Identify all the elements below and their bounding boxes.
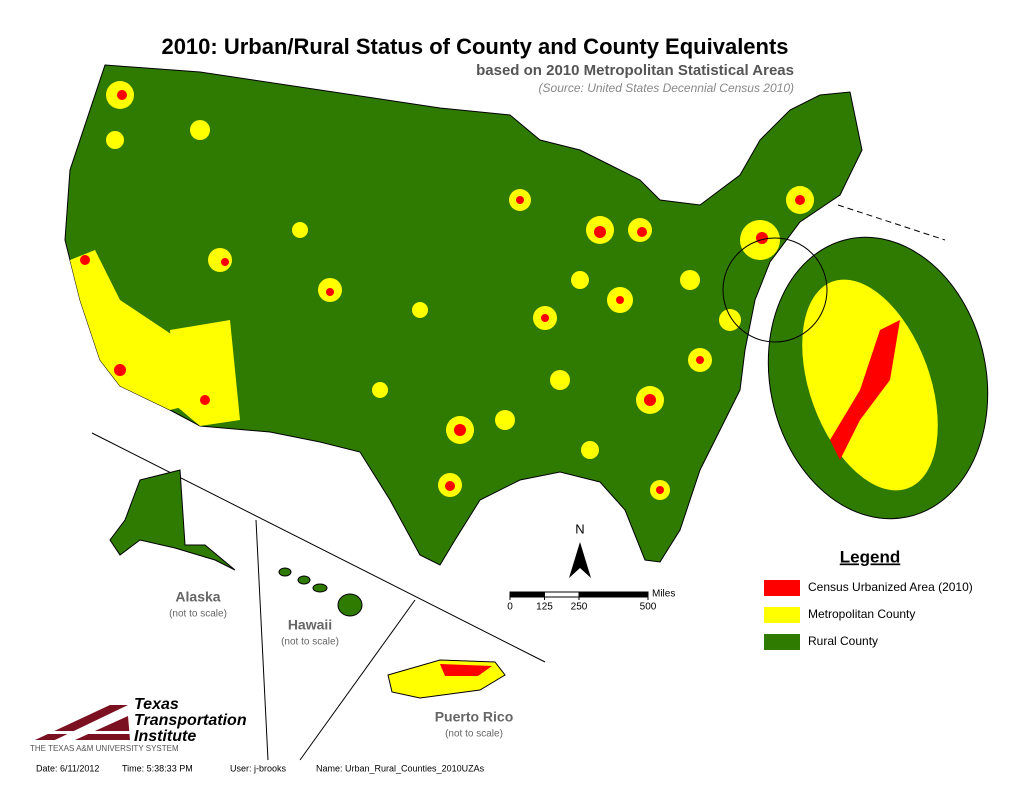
legend-swatch — [764, 634, 800, 650]
legend-label: Census Urbanized Area (2010) — [808, 580, 973, 594]
scale-label: 500 — [640, 602, 657, 613]
logo-text: Transportation — [134, 712, 247, 729]
divider — [299, 599, 416, 761]
source: (Source: United States Decennial Census … — [539, 81, 794, 95]
inset-name: Puerto Rico — [435, 709, 514, 725]
legend: Legend Census Urbanized Area (2010) Metro… — [764, 547, 973, 650]
inset-source-ring — [722, 237, 828, 343]
scale-segment — [578, 591, 649, 598]
north-arrow — [569, 542, 591, 578]
footer-time: Time: 5:38:33 PM — [122, 763, 193, 773]
legend-label: Metropolitan County — [808, 607, 915, 621]
footer-name: Name: Urban_Rural_Counties_2010UZAs — [316, 763, 485, 773]
scale-unit: Miles — [652, 589, 675, 600]
legend-label: Rural County — [808, 634, 878, 648]
scale-label: 0 — [507, 602, 513, 613]
divider — [255, 519, 269, 761]
scale-label: 250 — [571, 602, 588, 613]
legend-swatch — [764, 580, 800, 596]
hawaii — [278, 567, 363, 617]
title: 2010: Urban/Rural Status of County and C… — [161, 34, 788, 59]
alaska — [109, 469, 236, 571]
divider — [91, 432, 546, 663]
logo: Texas Transportation Institute THE TEXAS… — [30, 696, 247, 753]
inset-name: Hawaii — [288, 617, 332, 633]
footer-date: Date: 6/11/2012 — [36, 763, 99, 773]
leader-line — [837, 204, 946, 241]
logo-system: THE TEXAS A&M UNIVERSITY SYSTEM — [30, 744, 179, 753]
urban-region — [440, 664, 492, 676]
subtitle: based on 2010 Metropolitan Statistical A… — [476, 62, 794, 79]
us-map — [64, 64, 863, 566]
inset-note: (not to scale) — [445, 729, 503, 740]
scale-segment — [509, 591, 545, 598]
north-label: N — [575, 521, 584, 536]
legend-swatch — [764, 607, 800, 623]
inset-name: Alaska — [175, 589, 220, 605]
inset-note: (not to scale) — [169, 609, 227, 620]
urban-areas — [80, 90, 805, 494]
legend-title: Legend — [840, 547, 900, 566]
footer: Date: 6/11/2012 Time: 5:38:33 PM User: j… — [36, 763, 485, 773]
scale-bar: 0 125 250 500 Miles — [507, 589, 675, 613]
logo-text: Institute — [134, 728, 196, 745]
urban-region — [830, 320, 900, 460]
footer-user: User: j-brooks — [230, 763, 287, 773]
logo-text: Texas — [134, 696, 179, 713]
inset-note: (not to scale) — [281, 637, 339, 648]
scale-label: 125 — [536, 602, 553, 613]
metro-region — [170, 320, 240, 426]
scale-segment — [544, 591, 580, 598]
